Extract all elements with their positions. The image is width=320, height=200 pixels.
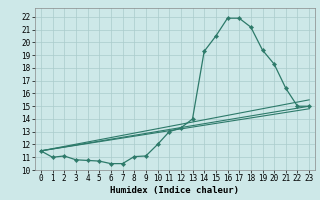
X-axis label: Humidex (Indice chaleur): Humidex (Indice chaleur): [110, 186, 239, 195]
